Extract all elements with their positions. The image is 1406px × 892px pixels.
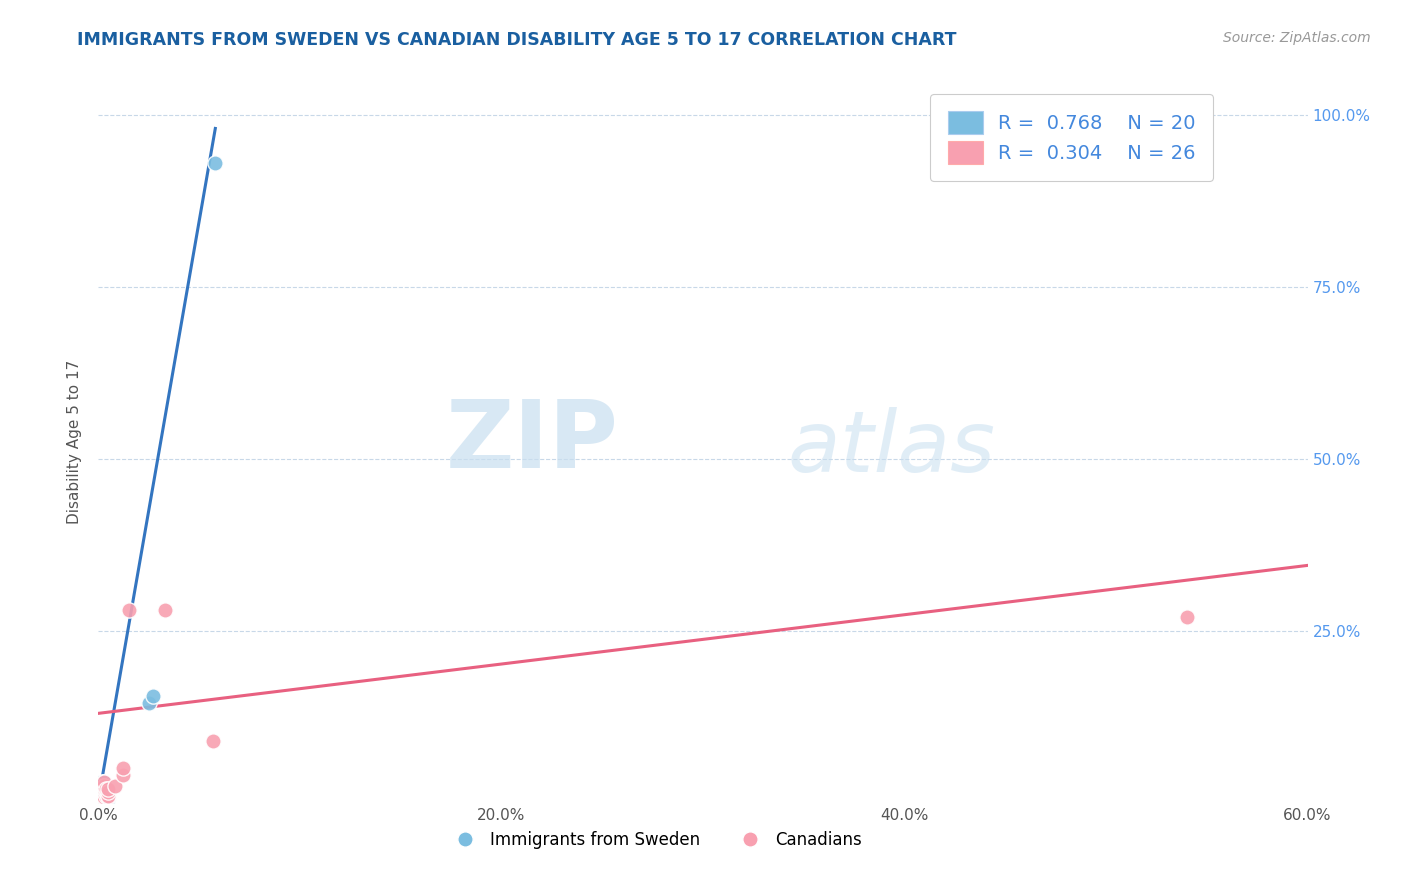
Point — [202, 734, 225, 748]
Point — [91, 785, 114, 799]
Point — [153, 603, 176, 617]
Point — [96, 789, 118, 803]
Point — [91, 789, 114, 803]
Point — [89, 785, 111, 799]
Point — [103, 779, 125, 793]
Point — [89, 789, 111, 803]
Point — [97, 792, 120, 806]
Point — [93, 785, 115, 799]
Text: IMMIGRANTS FROM SWEDEN VS CANADIAN DISABILITY AGE 5 TO 17 CORRELATION CHART: IMMIGRANTS FROM SWEDEN VS CANADIAN DISAB… — [77, 31, 957, 49]
Point — [91, 775, 114, 789]
Point — [1175, 610, 1198, 624]
Point — [91, 789, 114, 803]
Point — [89, 792, 111, 806]
Point — [91, 785, 114, 799]
Point — [97, 789, 120, 803]
Point — [93, 779, 115, 793]
Text: Source: ZipAtlas.com: Source: ZipAtlas.com — [1223, 31, 1371, 45]
Point — [93, 779, 115, 793]
Point — [96, 792, 118, 806]
Point — [138, 696, 160, 710]
Point — [204, 156, 226, 170]
Point — [111, 761, 134, 775]
Point — [97, 782, 120, 797]
Point — [96, 782, 118, 797]
Y-axis label: Disability Age 5 to 17: Disability Age 5 to 17 — [67, 359, 83, 524]
Point — [89, 779, 111, 793]
Point — [89, 782, 111, 797]
Point — [91, 782, 114, 797]
Point — [111, 768, 134, 782]
Point — [91, 779, 114, 793]
Legend: Immigrants from Sweden, Canadians: Immigrants from Sweden, Canadians — [441, 824, 868, 856]
Point — [142, 689, 165, 703]
Text: ZIP: ZIP — [446, 395, 619, 488]
Point — [93, 789, 115, 803]
Point — [93, 782, 115, 797]
Point — [89, 785, 111, 799]
Point — [93, 789, 115, 803]
Point — [97, 792, 120, 806]
Point — [93, 775, 115, 789]
Point — [93, 792, 115, 806]
Point — [97, 785, 120, 799]
Point — [93, 785, 115, 799]
Point — [93, 782, 115, 797]
Point — [93, 790, 115, 805]
Point — [97, 790, 120, 805]
Point — [91, 790, 114, 805]
Point — [96, 785, 118, 799]
Point — [118, 603, 141, 617]
Text: atlas: atlas — [787, 408, 995, 491]
Point — [93, 775, 115, 789]
